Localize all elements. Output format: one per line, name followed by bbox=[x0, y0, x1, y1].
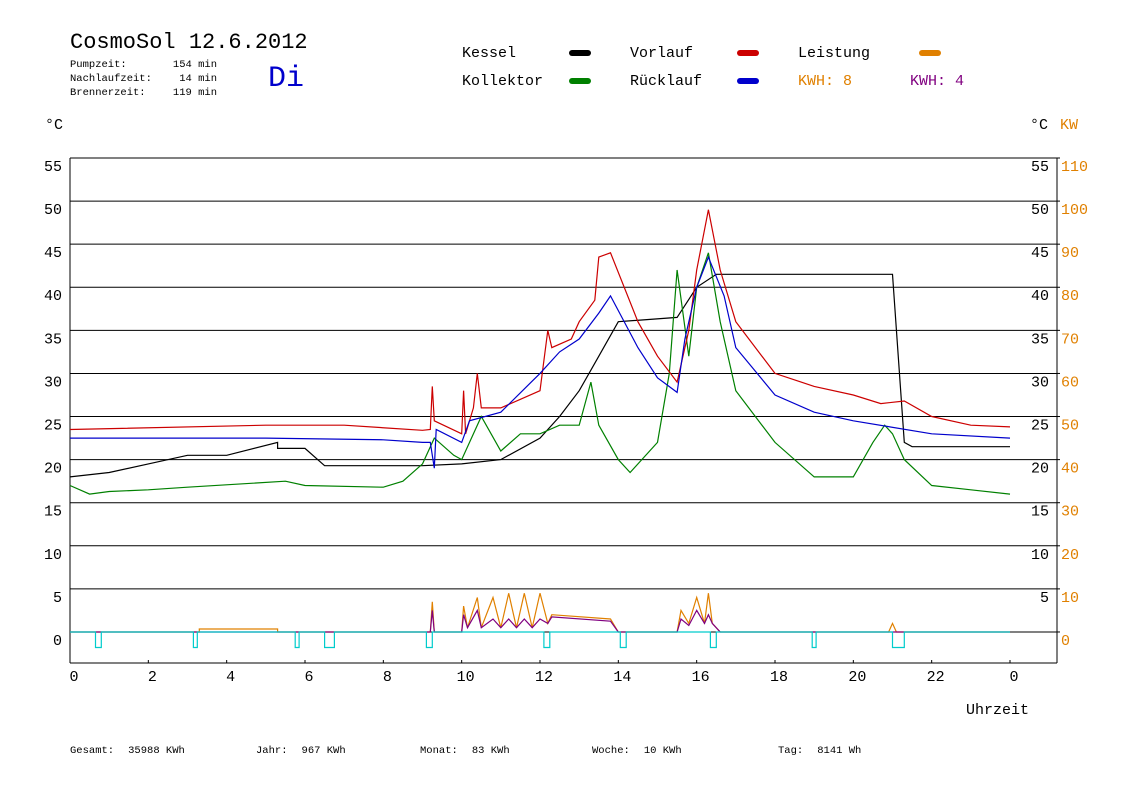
y2-tick-label-c: 30 bbox=[1031, 374, 1049, 391]
y2-tick-label: 90 bbox=[1061, 245, 1079, 262]
chart-title: CosmoSol 12.6.2012 bbox=[70, 30, 308, 55]
total-label: Gesamt: bbox=[70, 745, 114, 757]
y2-tick-label: 20 bbox=[1061, 547, 1079, 564]
info-value: 119 min bbox=[173, 87, 217, 99]
x-tick-label: 6 bbox=[304, 669, 313, 686]
x-axis-label: Uhrzeit bbox=[966, 702, 1029, 719]
series-line bbox=[69, 273, 1010, 478]
y2-tick-label-c: 35 bbox=[1031, 331, 1049, 348]
series-line bbox=[69, 209, 1011, 435]
legend-label: Vorlauf bbox=[630, 45, 693, 62]
x-tick-label: 22 bbox=[927, 669, 945, 686]
info-label: Nachlaufzeit: bbox=[70, 73, 152, 85]
y2-tick-label: 10 bbox=[1061, 590, 1079, 607]
series-line bbox=[70, 631, 1010, 649]
y2-tick-label: 0 bbox=[1061, 633, 1070, 650]
total-label: Tag: bbox=[778, 745, 803, 757]
y-tick-label: 0 bbox=[53, 633, 62, 650]
x-tick-label: 10 bbox=[457, 669, 475, 686]
y-tick-label: 30 bbox=[44, 374, 62, 391]
y2-tick-label: 50 bbox=[1061, 418, 1079, 435]
y2-tick-label: 40 bbox=[1061, 461, 1079, 478]
y2-tick-label-c: 45 bbox=[1031, 245, 1049, 262]
legend-label: Kollektor bbox=[462, 73, 543, 90]
kwh-label: KWH: 8 bbox=[798, 73, 852, 90]
y2-tick-label-c: 15 bbox=[1031, 504, 1049, 521]
y2-unit: KW bbox=[1060, 117, 1078, 134]
y2-tick-label-c: 40 bbox=[1031, 288, 1049, 305]
y-tick-label: 5 bbox=[53, 590, 62, 607]
y-tick-label: 40 bbox=[44, 288, 62, 305]
legend-label: Kessel bbox=[462, 45, 516, 62]
y2-tick-label: 100 bbox=[1061, 202, 1088, 219]
total-label: Monat: bbox=[420, 745, 458, 757]
series-line bbox=[70, 608, 1010, 633]
y2-tick-label: 70 bbox=[1061, 331, 1079, 348]
y2-tick-label-c: 55 bbox=[1031, 159, 1049, 176]
total-value: 10 KWh bbox=[644, 745, 682, 757]
y-tick-label: 15 bbox=[44, 504, 62, 521]
kwh-label: KWH: 4 bbox=[910, 73, 964, 90]
y2-tick-label-c: 20 bbox=[1031, 461, 1049, 478]
total-value: 8141 Wh bbox=[817, 745, 861, 757]
series-line bbox=[70, 255, 1011, 469]
y2-tick-label: 60 bbox=[1061, 374, 1079, 391]
total-value: 83 KWh bbox=[472, 745, 510, 757]
y2-tick-label-c: 25 bbox=[1031, 418, 1049, 435]
y2-tick-label-c: 5 bbox=[1040, 590, 1049, 607]
y-tick-label: 50 bbox=[44, 202, 62, 219]
y-tick-label: 10 bbox=[44, 547, 62, 564]
info-value: 14 min bbox=[179, 73, 217, 85]
x-tick-label: 0 bbox=[69, 669, 78, 686]
y-unit: °C bbox=[45, 117, 63, 134]
info-label: Pumpzeit: bbox=[70, 59, 127, 71]
y2-tick-label-c: 10 bbox=[1031, 547, 1049, 564]
y2-tick-label: 80 bbox=[1061, 288, 1079, 305]
x-tick-label: 18 bbox=[770, 669, 788, 686]
info-label: Brennerzeit: bbox=[70, 87, 146, 99]
series-line bbox=[70, 593, 1010, 633]
series-line bbox=[69, 252, 1011, 495]
total-value: 967 KWh bbox=[302, 745, 346, 757]
x-tick-label: 20 bbox=[848, 669, 866, 686]
y2-tick-label-c: 50 bbox=[1031, 202, 1049, 219]
legend-label: Leistung bbox=[798, 45, 870, 62]
x-tick-label: 14 bbox=[613, 669, 631, 686]
x-tick-label: 0 bbox=[1009, 669, 1018, 686]
x-tick-label: 4 bbox=[226, 669, 235, 686]
info-value: 154 min bbox=[173, 59, 217, 71]
day: Di bbox=[268, 62, 304, 96]
x-tick-label: 8 bbox=[383, 669, 392, 686]
legend-label: Rücklauf bbox=[630, 73, 702, 90]
x-tick-label: 16 bbox=[692, 669, 710, 686]
y-tick-label: 55 bbox=[44, 159, 62, 176]
y2-tick-label: 110 bbox=[1061, 159, 1088, 176]
total-label: Woche: bbox=[592, 745, 630, 757]
y-tick-label: 20 bbox=[44, 461, 62, 478]
x-tick-label: 12 bbox=[535, 669, 553, 686]
y-tick-label: 25 bbox=[44, 418, 62, 435]
y2-unit-c: °C bbox=[1030, 117, 1048, 134]
total-label: Jahr: bbox=[256, 745, 288, 757]
y-tick-label: 45 bbox=[44, 245, 62, 262]
x-tick-label: 2 bbox=[148, 669, 157, 686]
y2-tick-label: 30 bbox=[1061, 504, 1079, 521]
total-value: 35988 KWh bbox=[128, 745, 185, 757]
y-tick-label: 35 bbox=[44, 331, 62, 348]
